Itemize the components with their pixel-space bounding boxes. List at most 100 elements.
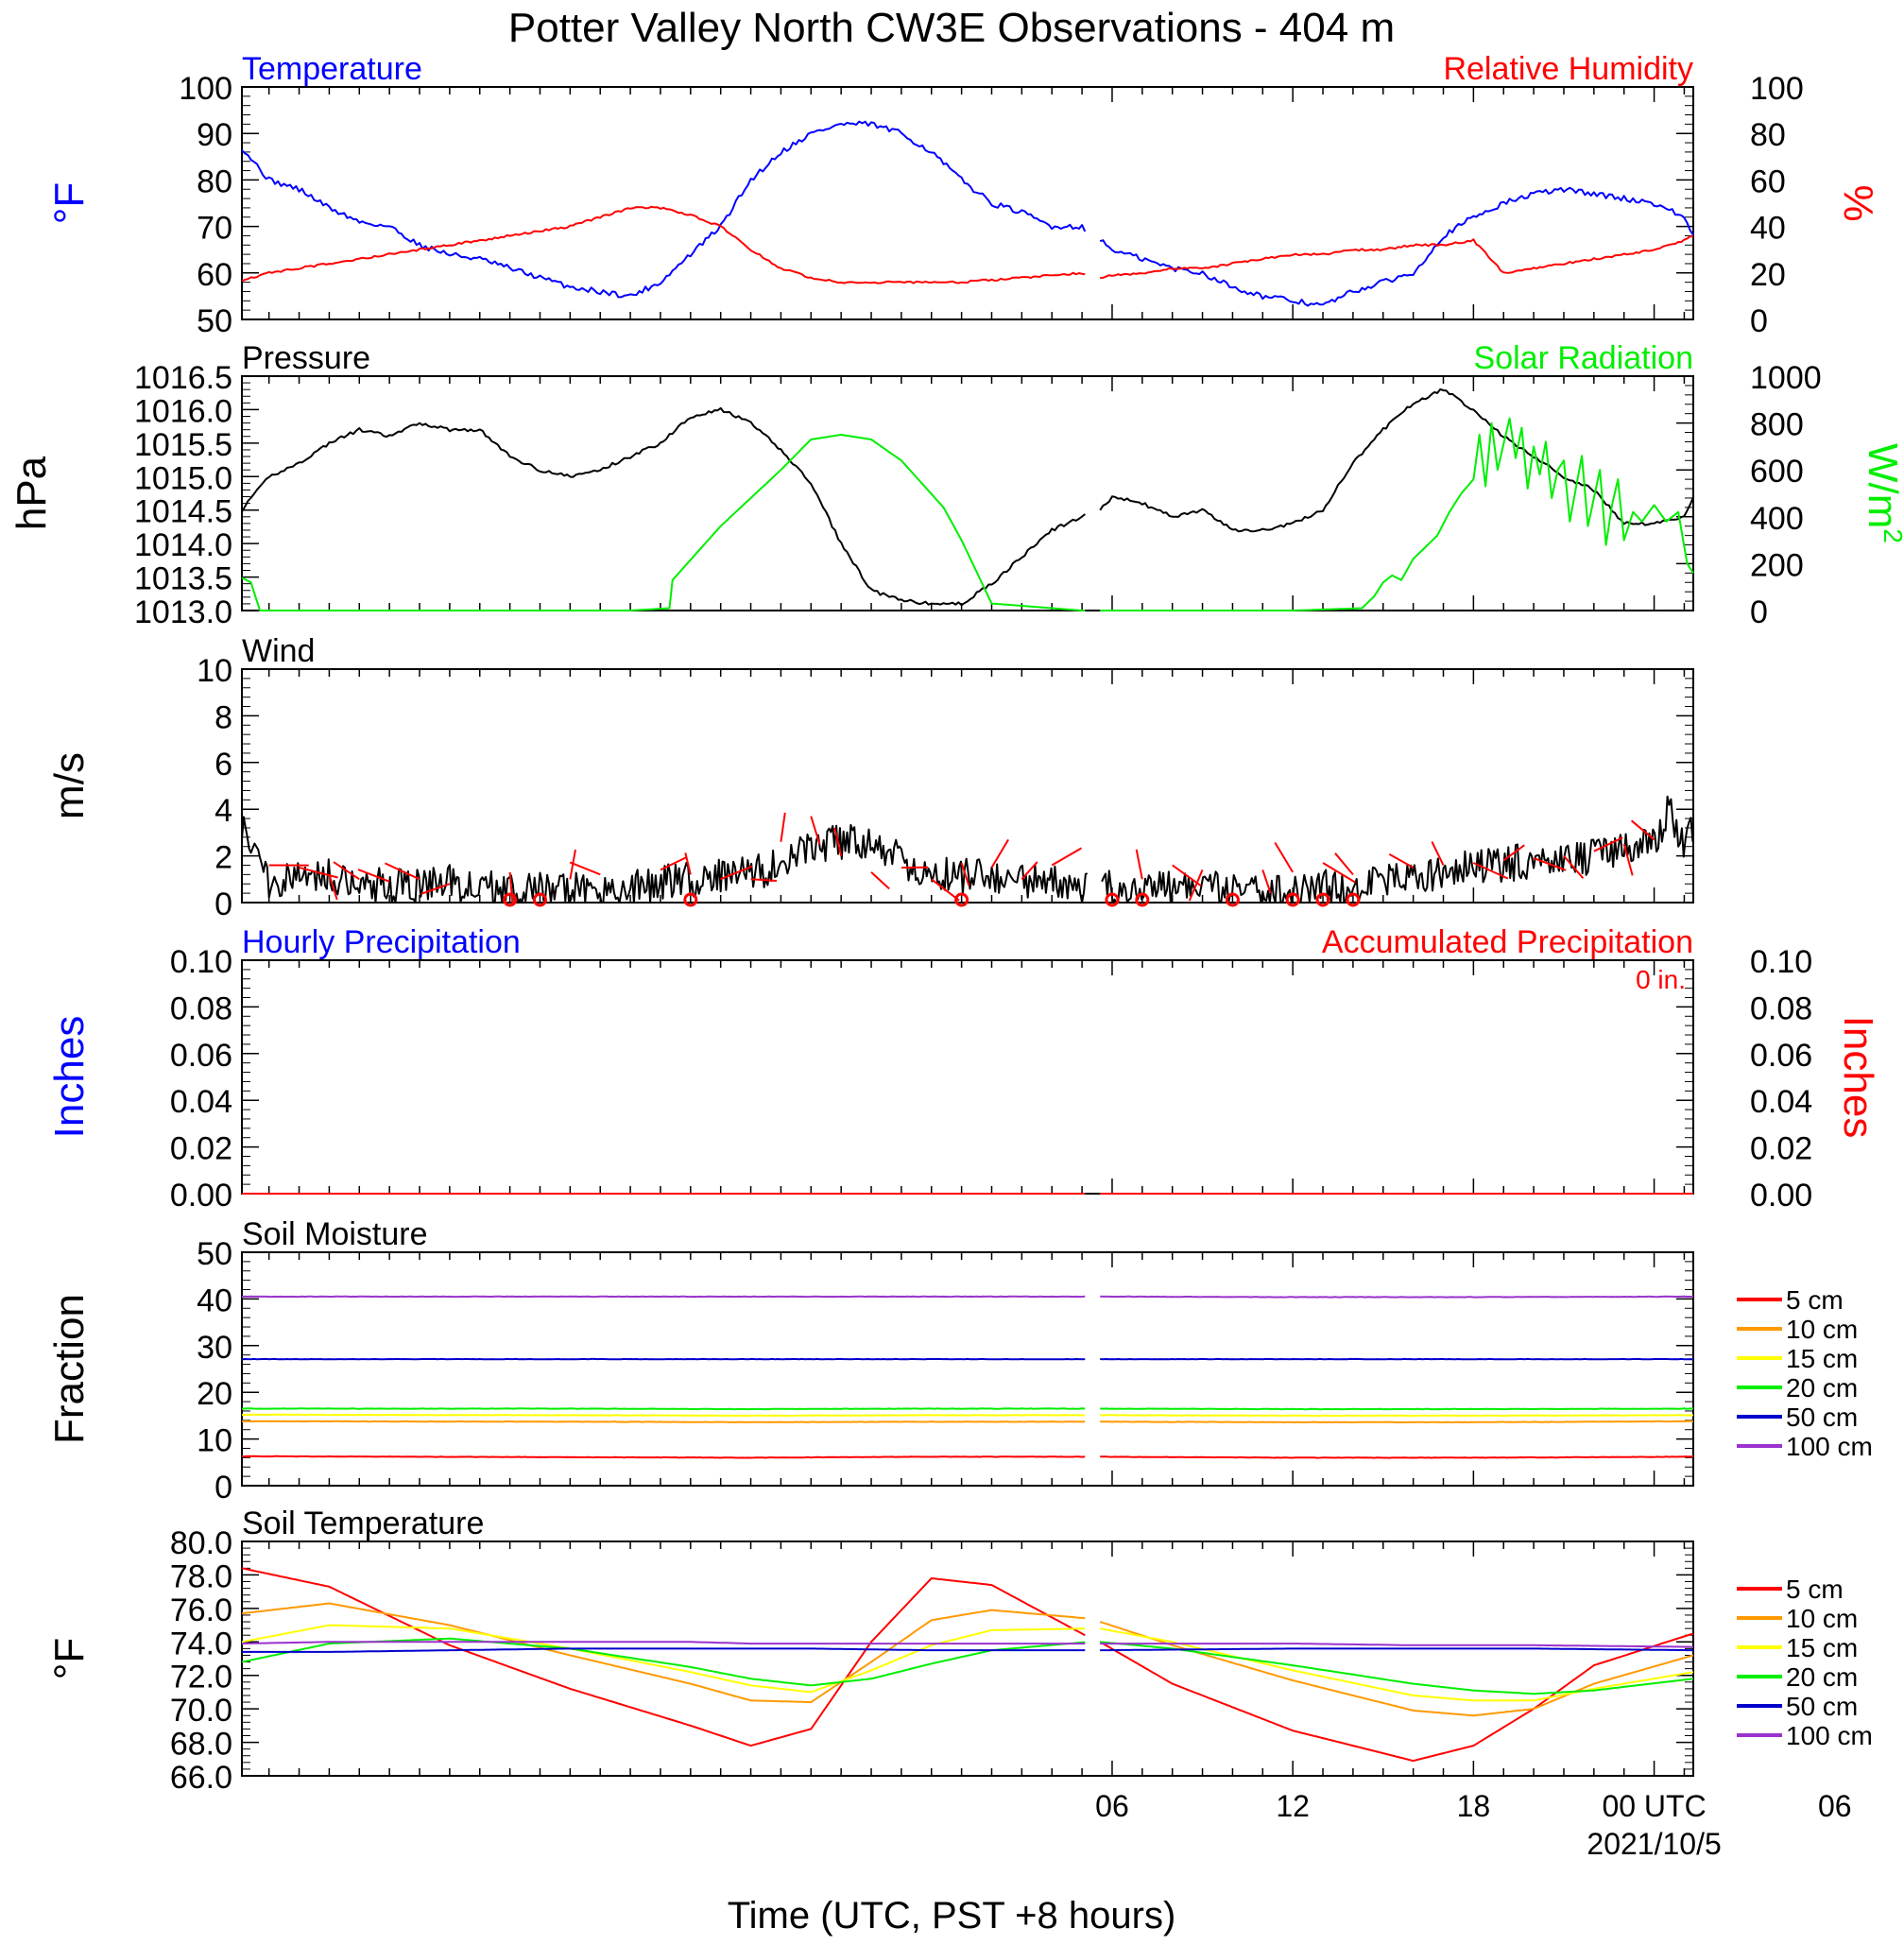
calm-wind-marker xyxy=(1225,892,1240,907)
wind-barb xyxy=(833,827,843,856)
wind-barb xyxy=(780,812,786,842)
y-tick-label-left: 0.10 xyxy=(170,944,232,980)
plot-frame xyxy=(241,375,1694,611)
y-tick-label-right: 0 xyxy=(1750,303,1768,339)
wind-barb xyxy=(684,852,692,875)
y-tick-label-right: 200 xyxy=(1750,547,1804,583)
plot-frame xyxy=(241,86,1694,320)
y-tick-label-left: 76.0 xyxy=(170,1592,232,1628)
wind-barb xyxy=(1334,852,1354,876)
wind-barb xyxy=(660,856,687,871)
wind-barb xyxy=(1563,854,1585,879)
wind-barb xyxy=(931,878,960,902)
y-axis-label-left: Fraction xyxy=(46,1294,93,1444)
series-line-15-cm xyxy=(241,1624,1694,1702)
y-tick-label-left: 8 xyxy=(214,699,232,735)
x-tick-label: 06 xyxy=(1818,1789,1852,1823)
wind-barb xyxy=(1472,862,1509,880)
y-tick-label-left: 30 xyxy=(197,1330,232,1366)
y-tick-label-left: 1013.0 xyxy=(134,594,232,630)
x-tick-label: 18 xyxy=(1457,1789,1491,1823)
y-tick-label-left: 1016.5 xyxy=(134,360,232,396)
calm-wind-marker xyxy=(954,892,969,907)
y-tick-label-right: 80 xyxy=(1750,117,1786,153)
panel-pressure_solar: 1013.01013.51014.01014.51015.01015.51016… xyxy=(9,340,1904,630)
y-tick-label-right: 20 xyxy=(1750,257,1786,293)
y-tick-label-left: 4 xyxy=(214,793,232,829)
y-tick-label-left: 0.00 xyxy=(170,1178,232,1213)
wind-barb xyxy=(870,871,890,890)
y-tick-label-left: 70.0 xyxy=(170,1693,232,1729)
y-tick-label-right: 40 xyxy=(1750,211,1786,247)
wind-barb xyxy=(569,861,601,876)
y-tick-label-left: 80.0 xyxy=(170,1525,232,1561)
panel-title-left: Wind xyxy=(242,633,315,669)
y-axis-label-right: Inches xyxy=(1835,1016,1881,1139)
wind-barb xyxy=(810,816,821,845)
wind-barb xyxy=(750,878,778,882)
plot-frame xyxy=(241,959,1694,1195)
y-tick-label-right: 0 xyxy=(1750,594,1768,630)
wind-barb xyxy=(1431,841,1445,866)
wind-barb xyxy=(1274,841,1295,873)
wind-barb xyxy=(960,862,970,886)
series-line-100-cm xyxy=(241,1295,1694,1299)
legend-label: 50 cm xyxy=(1786,1692,1858,1721)
y-tick-label-left: 66.0 xyxy=(170,1760,232,1796)
y-tick-label-left: 1014.0 xyxy=(134,527,232,563)
series-line-temperature xyxy=(241,120,1694,307)
legend-label: 5 cm xyxy=(1786,1575,1844,1604)
accumulated-precip-annotation: 0 in. xyxy=(1636,965,1686,994)
y-tick-label-left: 70 xyxy=(197,211,232,247)
panel-wind: 0 2 4 6 8 10 Wind m/s xyxy=(46,633,1694,922)
y-tick-label-right: 400 xyxy=(1750,501,1804,537)
panel-title-left: Soil Moisture xyxy=(242,1216,428,1252)
series-line-10-cm xyxy=(241,1420,1694,1423)
legend-label: 15 cm xyxy=(1786,1633,1858,1662)
series-line-100-cm xyxy=(241,1641,1693,1648)
legend-label: 100 cm xyxy=(1786,1721,1873,1750)
wind-barb xyxy=(1502,844,1525,862)
wind-barb xyxy=(1261,869,1272,894)
panel-title-left: Pressure xyxy=(242,340,370,376)
wind-barb xyxy=(384,862,420,881)
y-tick-label-right: 800 xyxy=(1750,407,1804,443)
wind-barb xyxy=(1135,849,1143,880)
calm-wind-marker xyxy=(532,892,547,907)
y-tick-label-left: 40 xyxy=(197,1282,232,1318)
wind-barb xyxy=(333,861,360,881)
panel-title-right: Relative Humidity xyxy=(1443,51,1693,87)
calm-wind-marker xyxy=(1315,892,1330,907)
y-tick-label-left: 1014.5 xyxy=(134,494,232,530)
wind-barb xyxy=(1622,843,1634,876)
wind-barb xyxy=(1533,857,1567,871)
x-tick-label: 12 xyxy=(1276,1789,1310,1823)
y-tick-label-right: 60 xyxy=(1750,164,1786,199)
legend-label: 20 cm xyxy=(1786,1373,1858,1403)
y-tick-label-left: 10 xyxy=(197,1423,232,1459)
y-tick-label-left: 0.02 xyxy=(170,1131,232,1167)
y-tick-label-left: 68.0 xyxy=(170,1727,232,1763)
calm-wind-marker xyxy=(1135,892,1150,907)
y-tick-label-left: 0 xyxy=(214,886,232,922)
panel-title-left: Soil Temperature xyxy=(242,1506,484,1541)
calm-wind-marker xyxy=(1346,892,1361,907)
y-tick-label-left: 0.08 xyxy=(170,990,232,1026)
wind-barb xyxy=(328,874,338,901)
y-tick-label-left: 80 xyxy=(197,164,232,199)
wind-barb xyxy=(1388,853,1415,869)
y-tick-label-left: 0.06 xyxy=(170,1038,232,1074)
y-tick-label-right: 0.06 xyxy=(1750,1038,1812,1074)
calm-wind-marker xyxy=(503,892,518,907)
y-axis-label-left: hPa xyxy=(9,456,55,530)
y-tick-label-left: 2 xyxy=(214,840,232,876)
y-tick-label-left: 1013.5 xyxy=(134,561,232,597)
calm-wind-marker xyxy=(683,892,698,907)
series-line-50-cm xyxy=(242,1647,1693,1653)
plot-frame xyxy=(241,1541,1694,1777)
y-tick-label-right: 0.10 xyxy=(1750,944,1812,980)
y-axis-label-left: m/s xyxy=(46,752,93,819)
y-tick-label-right: 0.04 xyxy=(1750,1084,1812,1120)
legend-label: 50 cm xyxy=(1786,1403,1858,1432)
